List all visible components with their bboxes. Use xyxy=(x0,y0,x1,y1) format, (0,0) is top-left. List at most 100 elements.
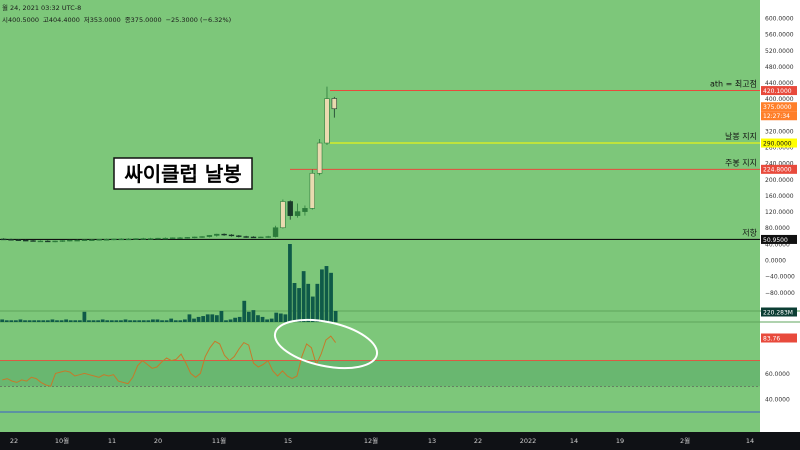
time-tick-label: 12월 xyxy=(364,436,378,445)
volume-bar xyxy=(9,320,14,322)
ohlc-row: 시400.5000 고404.4000 저353.0000 종375.0000 −25.… xyxy=(2,15,231,24)
candle-body xyxy=(169,237,176,239)
price-tick-label: 0.0000 xyxy=(765,258,786,265)
chart-background[interactable] xyxy=(0,0,760,432)
volume-bar xyxy=(292,283,297,322)
candle-body xyxy=(74,239,80,242)
level-tag: 50.9500 xyxy=(763,237,788,244)
volume-bar xyxy=(14,320,18,322)
volume-bar xyxy=(237,316,242,322)
volume-bar xyxy=(265,319,269,322)
candle-body xyxy=(23,239,29,242)
level-tag: 420.1000 xyxy=(763,88,792,95)
volume-bar xyxy=(274,312,279,322)
price-tick-label: 120.0000 xyxy=(765,209,794,216)
candle-body xyxy=(96,239,102,241)
candle-body xyxy=(177,237,183,239)
volume-bar xyxy=(278,313,283,322)
candle-body xyxy=(81,239,88,241)
level-tag-bg xyxy=(761,138,797,148)
price-tick-label: 240.0000 xyxy=(765,161,794,168)
countdown-tag: 12:27:34 xyxy=(763,113,790,120)
candle-body xyxy=(324,98,330,144)
candle-body xyxy=(89,239,95,241)
rsi-line xyxy=(2,335,337,387)
candle-body xyxy=(8,239,14,241)
price-tag: 375.0000 xyxy=(763,104,792,111)
overlay-title-box: 싸이클럽 날봉 xyxy=(113,157,253,190)
price-tick-label: 480.0000 xyxy=(765,64,794,71)
volume-bar xyxy=(23,320,27,322)
volume-bars xyxy=(0,244,338,322)
volume-bar xyxy=(82,311,87,322)
ohlc-value-2: 저353.0000 xyxy=(84,15,121,24)
level-tag: 290.0000 xyxy=(763,140,792,147)
volume-bar xyxy=(219,310,224,322)
volume-bar xyxy=(201,316,206,322)
rsi-series xyxy=(2,335,337,387)
rsi-band-fill xyxy=(0,360,760,387)
candle-body xyxy=(206,235,213,237)
time-tick-label: 14 xyxy=(570,437,578,445)
candle-body xyxy=(111,238,117,241)
volume-bar xyxy=(173,320,178,322)
price-axis[interactable] xyxy=(760,0,800,432)
candle-body xyxy=(37,240,44,243)
candle-body xyxy=(162,237,169,240)
price-tick-label: 200.0000 xyxy=(765,177,794,184)
time-tick-label: 20 xyxy=(154,437,162,445)
time-axis[interactable] xyxy=(0,432,800,450)
volume-bar xyxy=(123,319,128,322)
rsi-band xyxy=(0,360,760,413)
date-text: 월 24, 2021 03:32 UTC-8 xyxy=(2,3,81,12)
candle-body xyxy=(258,236,264,239)
volume-bar xyxy=(320,269,324,322)
level-tag-bg xyxy=(761,86,797,96)
candle-body xyxy=(59,240,66,242)
volume-bar xyxy=(224,320,228,322)
price-tick-label: 440.0000 xyxy=(765,80,794,87)
level-label: 저항 xyxy=(742,228,757,237)
overlay-title-background xyxy=(113,157,253,190)
time-tick-label: 19 xyxy=(616,437,624,445)
volume-bar xyxy=(155,319,160,322)
price-tick-label: 520.0000 xyxy=(765,48,794,55)
level-tag: 224.8000 xyxy=(763,167,792,174)
volume-bar xyxy=(50,319,55,322)
countdown-tag-bg xyxy=(761,111,797,121)
candle-body xyxy=(309,172,315,209)
candle-body xyxy=(45,240,51,243)
volume-bar xyxy=(315,283,320,322)
candle-body xyxy=(199,236,205,238)
price-tick-label: 40.0000 xyxy=(765,241,790,248)
volume-bar xyxy=(128,320,132,322)
price-tick-label: 320.0000 xyxy=(765,128,794,135)
volume-bar xyxy=(68,320,73,322)
price-tick-label: 280.0000 xyxy=(765,145,794,152)
volume-bar xyxy=(329,272,333,322)
price-tick-label: 600.0000 xyxy=(765,16,794,23)
volume-bar xyxy=(100,319,105,322)
volume-bar xyxy=(64,319,69,322)
volume-bar xyxy=(32,320,37,322)
volume-bar xyxy=(297,288,301,322)
volume-tag-bg xyxy=(761,307,797,317)
candle-body xyxy=(52,240,58,243)
volume-bar xyxy=(228,319,233,322)
volume-bar xyxy=(333,310,338,322)
price-tick-label: −80.0000 xyxy=(765,290,795,297)
time-tick-label: 15 xyxy=(284,437,292,445)
price-tag-bg xyxy=(761,102,797,112)
volume-bar xyxy=(192,318,196,322)
volume-bar xyxy=(242,300,247,322)
volume-bar xyxy=(310,296,315,322)
rsi-tick-label: 60.0000 xyxy=(765,371,790,378)
volume-bar xyxy=(96,320,100,322)
volume-bar xyxy=(0,319,5,322)
volume-bar xyxy=(73,320,78,322)
candle-body xyxy=(265,236,271,238)
candle-body xyxy=(228,234,235,237)
volume-bar xyxy=(283,314,288,322)
time-tick-label: 13 xyxy=(428,437,436,445)
